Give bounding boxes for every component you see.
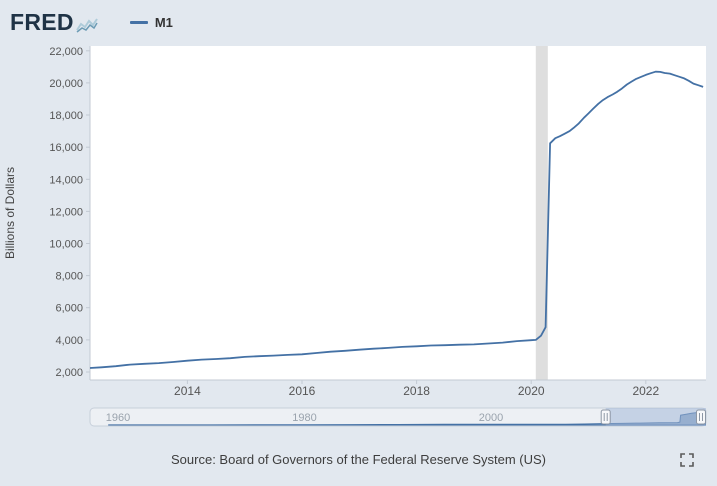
slider-year-label: 2000 xyxy=(479,412,503,424)
date-range-slider[interactable]: 1960 1980 2000 xyxy=(0,400,717,428)
m1-line-chart[interactable]: 2,000 4,000 6,000 8,000 10,000 12,000 14,000 16… xyxy=(0,45,717,400)
fullscreen-icon[interactable] xyxy=(679,452,695,468)
slider-selection[interactable] xyxy=(605,408,706,426)
recession-band xyxy=(535,46,548,380)
y-tick-label: 10,000 xyxy=(49,239,83,251)
x-tick-label: 2020 xyxy=(518,384,545,398)
legend-line-swatch xyxy=(129,21,148,24)
fred-sparkline-icon xyxy=(75,18,98,33)
fred-logo[interactable]: FRED xyxy=(10,11,98,34)
y-tick-label: 16,000 xyxy=(49,142,83,154)
slider-handle-right-icon[interactable] xyxy=(696,409,706,425)
y-tick-label: 18,000 xyxy=(49,110,83,122)
chart-legend[interactable]: M1 xyxy=(129,15,173,30)
x-tick-label: 2014 xyxy=(174,384,201,398)
chart-footer: Source: Board of Governors of the Federa… xyxy=(0,428,717,486)
x-tick-label: 2018 xyxy=(403,384,430,398)
y-axis-title: Billions of Dollars xyxy=(3,167,17,259)
slider-year-label: 1980 xyxy=(292,412,316,424)
legend-series-label: M1 xyxy=(154,15,173,30)
fred-logo-text: FRED xyxy=(10,9,74,35)
y-tick-label: 4,000 xyxy=(55,335,83,347)
slider-year-label: 1960 xyxy=(106,412,130,424)
plot-area xyxy=(90,46,706,380)
source-text: Source: Board of Governors of the Federa… xyxy=(171,452,546,467)
y-tick-label: 12,000 xyxy=(49,206,83,218)
x-tick-label: 2022 xyxy=(632,384,659,398)
m1-series-line xyxy=(89,70,704,369)
y-tick-label: 6,000 xyxy=(55,303,83,315)
y-tick-label: 14,000 xyxy=(49,174,83,186)
y-tick-label: 2,000 xyxy=(55,367,83,379)
y-tick-label: 8,000 xyxy=(55,271,83,283)
y-tick-label: 20,000 xyxy=(49,78,83,90)
slider-handle-left-icon[interactable] xyxy=(600,409,611,425)
x-tick-label: 2016 xyxy=(289,384,316,398)
y-tick-label: 22,000 xyxy=(49,46,83,58)
chart-header: FRED M1 xyxy=(0,0,717,45)
